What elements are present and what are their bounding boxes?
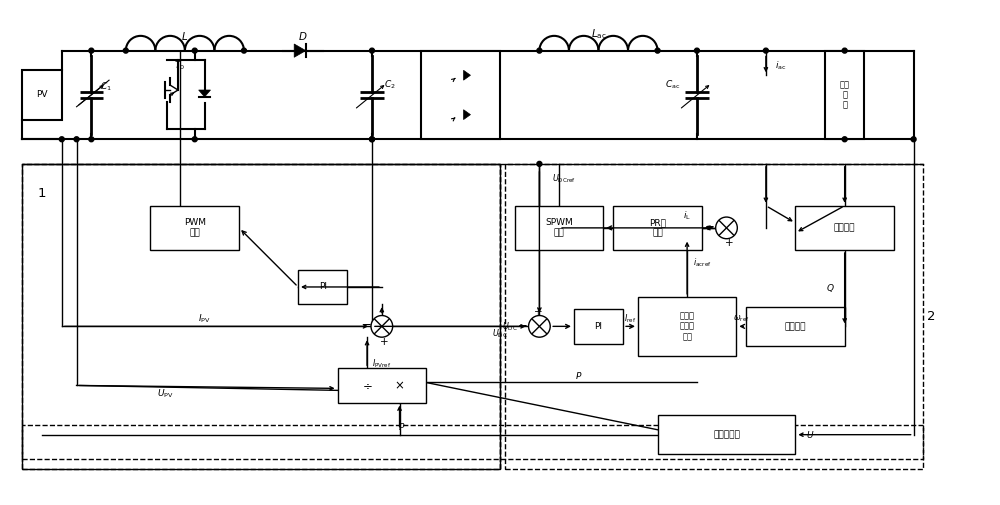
Bar	[574, 309, 623, 343]
Text: 下垂方程: 下垂方程	[785, 322, 806, 331]
Text: $i_{\rm L}$: $i_{\rm L}$	[683, 210, 691, 222]
Bar	[638, 297, 736, 356]
Text: $i_{\rm ac}$: $i_{\rm ac}$	[775, 59, 786, 72]
Bar	[338, 368, 426, 402]
Text: $-$: $-$	[361, 316, 371, 329]
Bar	[795, 206, 894, 250]
Bar	[746, 307, 845, 346]
Circle shape	[529, 316, 550, 337]
Text: $\div$: $\div$	[362, 379, 372, 392]
Circle shape	[694, 48, 699, 53]
Circle shape	[537, 162, 542, 166]
Text: $U_{\rm DC}$: $U_{\rm DC}$	[492, 328, 508, 340]
Text: $U_{\rm DC}$: $U_{\rm DC}$	[502, 320, 518, 333]
Circle shape	[370, 137, 374, 142]
Text: 功率计算: 功率计算	[834, 223, 855, 232]
Circle shape	[655, 48, 660, 53]
Polygon shape	[464, 70, 470, 80]
Text: $T_0$: $T_0$	[174, 59, 186, 72]
Bar	[22, 164, 500, 469]
Circle shape	[370, 48, 374, 53]
Text: $U$: $U$	[806, 429, 814, 440]
Text: $C_{\rm ac}$: $C_{\rm ac}$	[665, 79, 680, 91]
Text: $I_{\rm ref}$: $I_{\rm ref}$	[624, 312, 637, 325]
Text: $D$: $D$	[298, 30, 308, 42]
Polygon shape	[464, 110, 470, 120]
Circle shape	[242, 48, 246, 53]
Text: 2: 2	[927, 310, 936, 323]
Text: $U_{\rm PV}$: $U_{\rm PV}$	[157, 387, 174, 399]
Text: PV: PV	[36, 90, 48, 99]
Text: PWM
调制: PWM 调制	[184, 218, 206, 237]
Text: PI: PI	[594, 322, 602, 331]
Bar	[515, 206, 603, 250]
Text: PI: PI	[319, 282, 327, 291]
Text: $P$: $P$	[575, 370, 582, 381]
Text: $\times$: $\times$	[394, 379, 405, 392]
Bar	[298, 270, 347, 304]
Circle shape	[89, 48, 94, 53]
Circle shape	[763, 48, 768, 53]
Text: $L_{\rm ac}$: $L_{\rm ac}$	[591, 27, 606, 41]
Circle shape	[371, 316, 393, 337]
Polygon shape	[199, 90, 210, 97]
Circle shape	[59, 137, 64, 142]
Text: $+$: $+$	[379, 336, 389, 346]
Text: $L$: $L$	[181, 30, 188, 42]
Bar	[22, 164, 500, 469]
Text: $i_{\rm acref}$: $i_{\rm acref}$	[693, 256, 711, 269]
Bar	[613, 206, 702, 250]
Bar	[658, 415, 795, 454]
Text: PR控
制器: PR控 制器	[649, 218, 666, 237]
Circle shape	[537, 48, 542, 53]
Bar	[421, 50, 500, 139]
Circle shape	[911, 137, 916, 142]
Circle shape	[123, 48, 128, 53]
Text: $P$: $P$	[398, 421, 405, 432]
Text: $I_{\rm PVref}$: $I_{\rm PVref}$	[372, 357, 392, 370]
Text: $Q$: $Q$	[826, 282, 834, 294]
Text: $\omega_{\rm ref}$: $\omega_{\rm ref}$	[733, 313, 750, 324]
Circle shape	[370, 137, 374, 142]
Text: $+$: $+$	[533, 306, 542, 317]
Text: 参考电
流生成
模块: 参考电 流生成 模块	[680, 312, 695, 341]
Text: $U_{\rm DCref}$: $U_{\rm DCref}$	[552, 172, 576, 185]
Bar	[505, 164, 923, 469]
Bar	[22, 70, 62, 120]
Text: $-$: $-$	[517, 317, 528, 330]
Text: 逆下垂方程: 逆下垂方程	[713, 430, 740, 439]
Polygon shape	[294, 44, 306, 57]
Circle shape	[842, 48, 847, 53]
Text: SPWM
调制: SPWM 调制	[545, 218, 573, 237]
Bar	[150, 206, 239, 250]
Text: $I_{\rm PV}$: $I_{\rm PV}$	[198, 312, 211, 325]
Circle shape	[89, 137, 94, 142]
Circle shape	[842, 137, 847, 142]
Circle shape	[192, 137, 197, 142]
Text: 本地
负
载: 本地 负 载	[840, 80, 850, 110]
Bar	[825, 50, 864, 139]
Text: $+$: $+$	[724, 237, 733, 248]
Text: $C_2$: $C_2$	[384, 79, 396, 91]
Text: $C_1$: $C_1$	[100, 81, 112, 93]
Circle shape	[192, 48, 197, 53]
Circle shape	[74, 137, 79, 142]
Text: 1: 1	[38, 187, 46, 200]
Text: $-$: $-$	[704, 219, 715, 231]
Circle shape	[716, 217, 737, 239]
Bar	[22, 425, 923, 459]
